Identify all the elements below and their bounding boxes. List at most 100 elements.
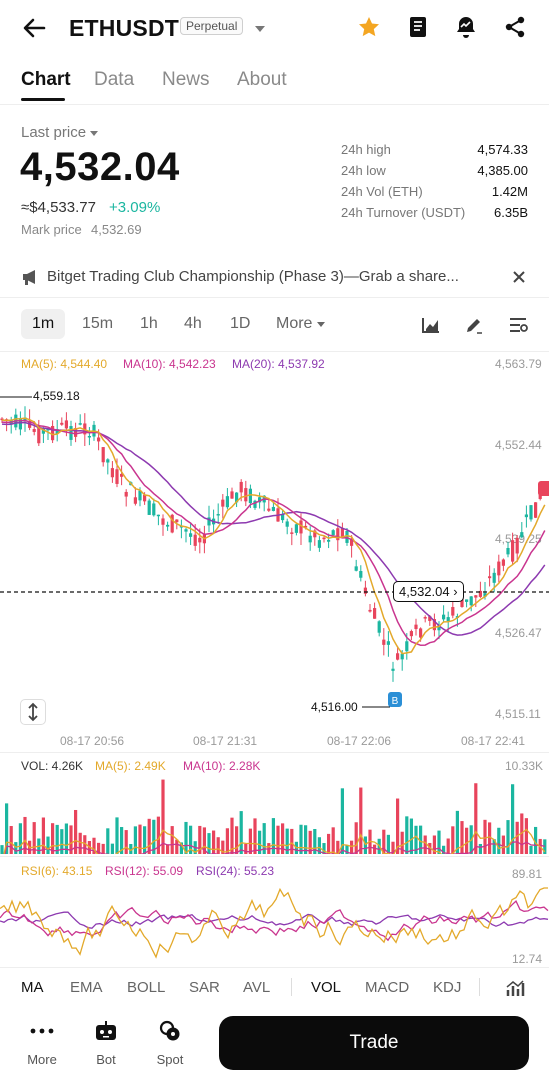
volume-chart bbox=[0, 779, 547, 854]
book-icon bbox=[410, 17, 426, 37]
back-button[interactable] bbox=[20, 14, 48, 42]
indicator-settings-icon[interactable] bbox=[505, 978, 525, 998]
candle-body bbox=[230, 491, 234, 499]
candle-body bbox=[400, 653, 404, 660]
candle-body bbox=[304, 525, 308, 528]
volume-divider bbox=[0, 856, 549, 857]
indicator-avl[interactable]: AVL bbox=[243, 979, 271, 996]
drawing-tool-icon[interactable] bbox=[464, 315, 484, 335]
timeframe-4h[interactable]: 4h bbox=[184, 315, 202, 332]
volume-bar bbox=[400, 831, 404, 854]
volume-bar bbox=[497, 827, 501, 854]
volume-bar bbox=[340, 788, 344, 854]
candle-body bbox=[41, 428, 45, 434]
volume-bar bbox=[405, 816, 409, 854]
timeframe-1d[interactable]: 1D bbox=[230, 315, 251, 332]
volume-bar bbox=[120, 827, 124, 854]
candle-body bbox=[244, 488, 248, 502]
candle-body bbox=[432, 619, 436, 631]
stat-24h-high-label: 24h high bbox=[341, 142, 391, 157]
volume-bar bbox=[304, 825, 308, 854]
candle-body bbox=[235, 492, 239, 503]
announcement-divider bbox=[0, 297, 549, 298]
volume-bar bbox=[212, 830, 216, 854]
indicator-macd[interactable]: MACD bbox=[365, 979, 410, 996]
candle-body bbox=[290, 532, 294, 534]
candle-body bbox=[386, 641, 390, 645]
price-alert-button[interactable] bbox=[454, 15, 478, 44]
vol-ma5-line bbox=[3, 828, 546, 854]
volume-bar bbox=[488, 822, 492, 854]
nav-more[interactable]: More bbox=[12, 1018, 72, 1068]
indicator-vol[interactable]: VOL bbox=[311, 979, 342, 996]
chart-type-icon[interactable] bbox=[421, 316, 441, 334]
candle-body bbox=[175, 519, 179, 523]
timeframe-1h[interactable]: 1h bbox=[140, 315, 158, 332]
volume-bar bbox=[299, 824, 303, 854]
volume-bar bbox=[101, 843, 105, 854]
stat-24h-turnover-value: 6.35B bbox=[494, 205, 528, 220]
volume-bar bbox=[69, 825, 73, 854]
candle-body bbox=[515, 537, 519, 554]
timeframe-more[interactable]: More bbox=[276, 315, 325, 333]
indicator-ema[interactable]: EMA bbox=[70, 979, 103, 996]
indicator-boll[interactable]: BOLL bbox=[127, 979, 166, 996]
y-axis-label: 4,552.44 bbox=[495, 438, 542, 452]
volume-bar bbox=[46, 836, 50, 854]
scale-toggle-button[interactable] bbox=[20, 699, 46, 725]
nav-bot-label: Bot bbox=[96, 1052, 116, 1067]
share-button[interactable] bbox=[503, 15, 527, 44]
current-price-tag[interactable]: 4,532.04 › bbox=[393, 581, 464, 602]
candle-body bbox=[0, 418, 4, 421]
candle-body bbox=[161, 518, 165, 525]
chart-settings-icon[interactable] bbox=[508, 316, 528, 334]
close-icon[interactable] bbox=[513, 271, 525, 283]
tab-news[interactable]: News bbox=[162, 69, 210, 90]
candle-body bbox=[474, 595, 478, 598]
last-price-selector[interactable]: Last price bbox=[21, 124, 99, 141]
indicator-sar[interactable]: SAR bbox=[189, 979, 220, 996]
y-axis-label: 4,526.47 bbox=[495, 626, 542, 640]
ma5-legend: MA(5): 4,544.40 bbox=[21, 357, 108, 371]
indicator-kdj[interactable]: KDJ bbox=[433, 979, 462, 996]
candle-body bbox=[253, 500, 257, 508]
candle-body bbox=[488, 576, 492, 579]
candle-body bbox=[497, 561, 501, 576]
favorite-button[interactable] bbox=[357, 15, 381, 44]
tab-chart[interactable]: Chart bbox=[21, 69, 71, 90]
candle-body bbox=[419, 628, 423, 638]
candlestick-chart[interactable]: B bbox=[0, 378, 549, 723]
volume-bar bbox=[189, 825, 193, 854]
candle-body bbox=[469, 596, 473, 606]
announcement-bar[interactable]: Bitget Trading Club Championship (Phase … bbox=[0, 258, 549, 296]
candle-body bbox=[267, 508, 271, 511]
nav-bot[interactable]: Bot bbox=[76, 1018, 136, 1068]
volume-bar bbox=[143, 826, 147, 854]
trade-button[interactable]: Trade bbox=[219, 1016, 529, 1070]
timeframe-15m[interactable]: 15m bbox=[82, 315, 114, 332]
nav-spot[interactable]: Spot bbox=[140, 1018, 200, 1068]
indicator-ma[interactable]: MA bbox=[21, 979, 44, 996]
symbol-dropdown[interactable] bbox=[254, 21, 266, 39]
x-axis-label: 08-17 20:56 bbox=[60, 734, 125, 748]
volume-bar bbox=[474, 783, 478, 854]
candle-body bbox=[115, 469, 119, 484]
volume-bar bbox=[455, 810, 459, 854]
orderbook-button[interactable] bbox=[406, 15, 430, 44]
volume-bar bbox=[106, 828, 110, 854]
symbol-title[interactable]: ETHUSDT bbox=[69, 15, 180, 41]
candle-body bbox=[524, 514, 528, 518]
volume-bar bbox=[465, 827, 469, 854]
tab-about[interactable]: About bbox=[237, 69, 287, 90]
candle-body bbox=[391, 668, 395, 671]
back-arrow-icon bbox=[23, 18, 46, 38]
candle-body bbox=[327, 539, 331, 542]
volume-bar bbox=[60, 829, 64, 854]
volume-bar bbox=[524, 818, 528, 854]
candle-body bbox=[322, 537, 326, 540]
volume-bar bbox=[0, 845, 4, 854]
volume-bar bbox=[74, 809, 78, 854]
timeframe-1m[interactable]: 1m bbox=[21, 309, 66, 339]
tab-data[interactable]: Data bbox=[94, 69, 135, 90]
volume-bar bbox=[115, 817, 119, 854]
